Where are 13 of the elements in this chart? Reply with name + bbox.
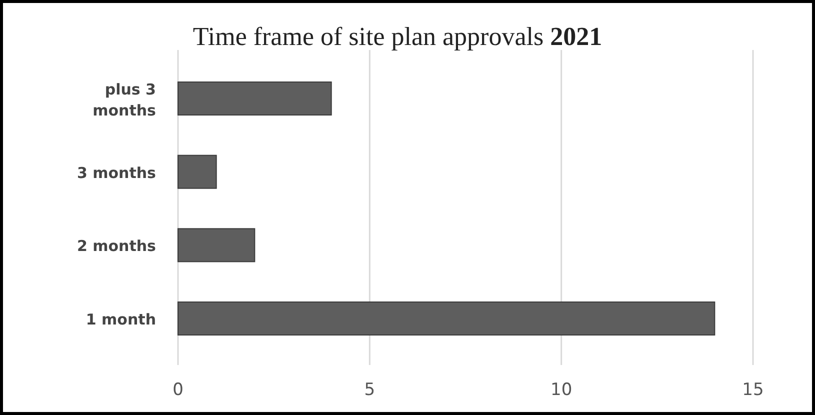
x-tick-label: 15 <box>742 380 764 400</box>
bar <box>178 82 332 116</box>
bar <box>178 228 256 262</box>
bar <box>178 302 716 336</box>
x-tick-label: 10 <box>550 380 572 400</box>
y-tick-label: plus 3 months <box>92 80 156 120</box>
y-tick-label: 2 months <box>76 237 156 256</box>
bar <box>178 154 217 189</box>
x-tick-label: 0 <box>172 380 184 400</box>
y-tick-label: 1 month <box>86 310 156 328</box>
x-tick-label: 5 <box>364 380 376 400</box>
y-tick-label: 3 months <box>76 164 156 182</box>
chart-title: Time frame of site plan approvals 2021 <box>192 22 602 51</box>
